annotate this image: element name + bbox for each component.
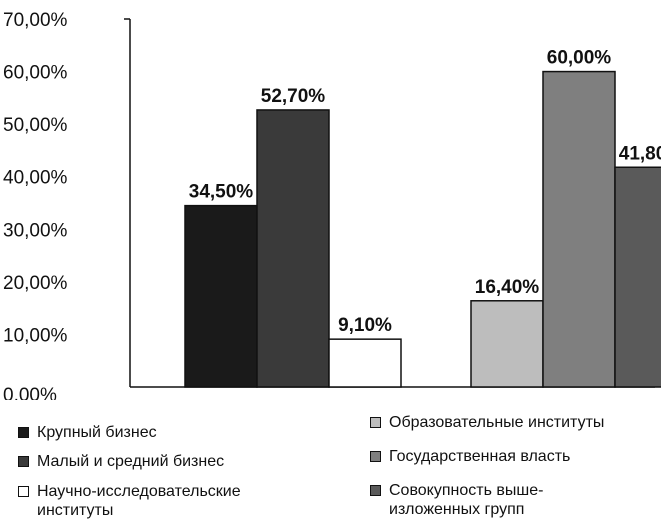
bar (614, 166, 661, 388)
legend-swatch (18, 456, 29, 467)
y-tick-label: 0,00% (3, 385, 57, 400)
legend-label: Малый и средний бизнес (37, 453, 225, 470)
y-tick-label: 10,00% (3, 325, 68, 346)
data-label: 9,10% (338, 315, 392, 336)
data-label: 34,50% (189, 182, 254, 203)
y-tick-label: 20,00% (3, 273, 68, 294)
y-tick-label: 40,00% (3, 168, 68, 189)
legend-item-small-medium-business: Малый и средний бизнес (18, 452, 278, 471)
legend-swatch (18, 486, 29, 497)
legend-swatch (370, 451, 381, 462)
legend-swatch (370, 485, 381, 496)
y-tick-label: 60,00% (3, 63, 68, 84)
legend-item-government: Государственная власть (370, 447, 655, 466)
legend-label: Научно-исследовательские институты (37, 483, 241, 519)
legend-swatch (370, 417, 381, 428)
y-tick-label: 70,00% (3, 10, 68, 31)
data-labels: 34,50% 52,70% 9,10% 16,40% 60,00% 41,80% (189, 48, 661, 337)
bar (470, 300, 544, 388)
legend-item-all-groups: Совокупность выше-изложенных групп (370, 481, 555, 519)
bar (184, 204, 258, 388)
bar (542, 70, 616, 388)
data-label: 52,70% (261, 86, 326, 107)
legend-label: Совокупность выше-изложенных групп (389, 482, 544, 518)
legend-label: Образовательные институты (389, 414, 605, 431)
legend-item-research-institutes: Научно-исследовательские институты (18, 482, 273, 520)
legend-swatch (18, 427, 29, 438)
legend-item-large-business: Крупный бизнес (18, 423, 238, 442)
legend-label: Крупный бизнес (37, 424, 157, 441)
bar (328, 338, 402, 388)
legend-item-educational-institutes: Образовательные институты (370, 413, 655, 432)
data-label: 41,80% (619, 143, 661, 164)
y-tick-label: 30,00% (3, 220, 68, 241)
bars (184, 70, 661, 388)
data-label: 60,00% (547, 48, 612, 69)
legend-label: Государственная власть (389, 448, 571, 465)
bar (256, 109, 330, 388)
y-tick-label: 50,00% (3, 115, 68, 136)
bar-chart: 0,00% 10,00% 20,00% 30,00% 40,00% 50,00% 60,00… (3, 10, 661, 400)
data-label: 16,40% (475, 277, 540, 298)
